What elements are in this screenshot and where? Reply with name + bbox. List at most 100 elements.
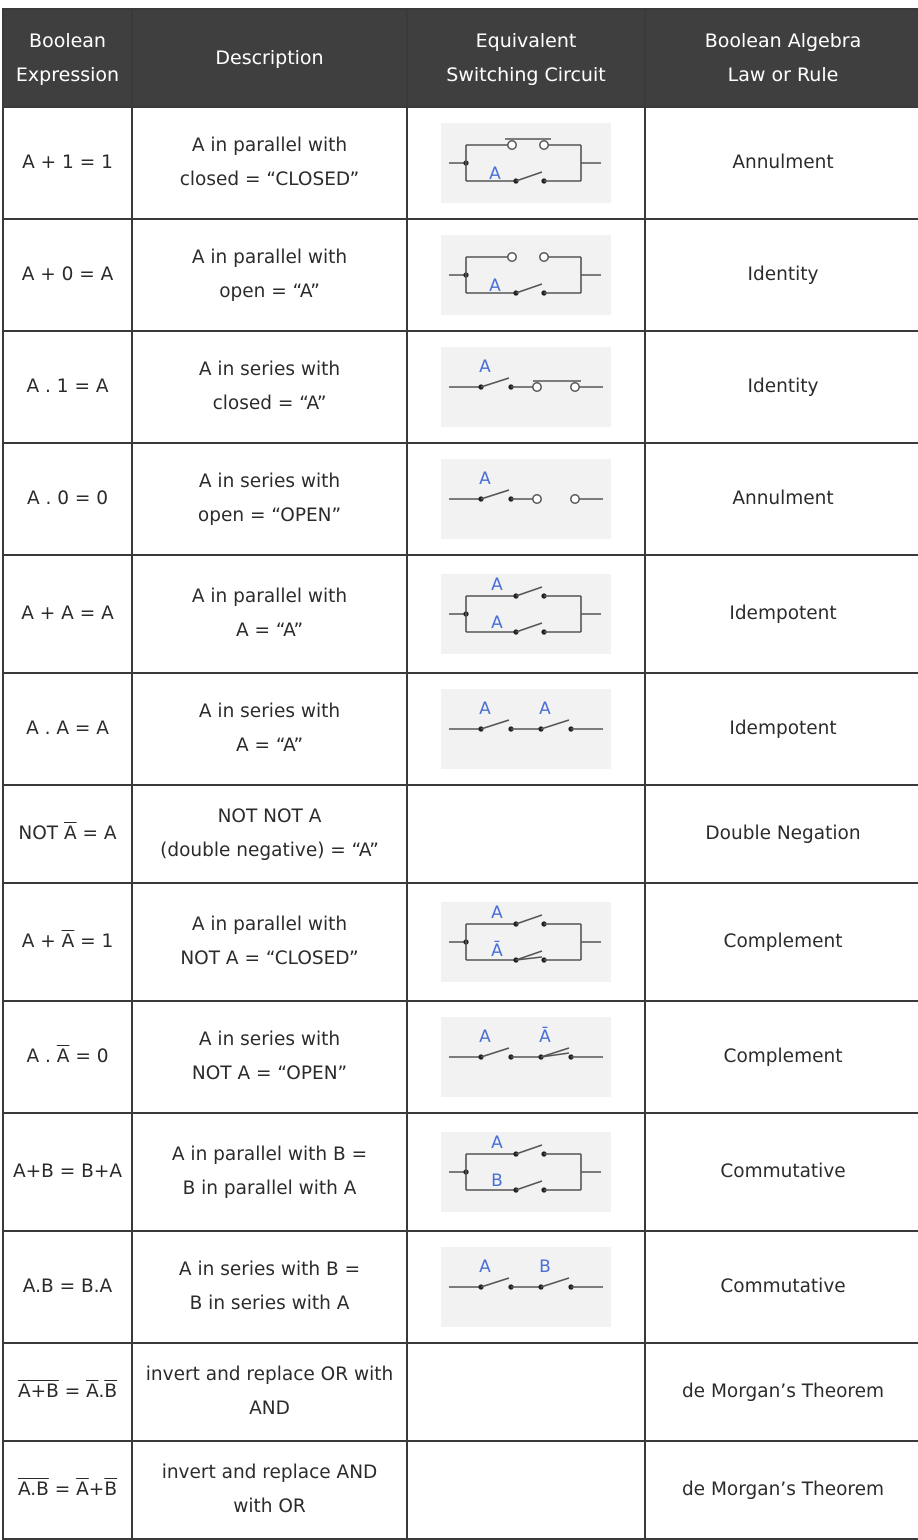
description-line: with OR — [233, 1496, 306, 1517]
description: A in series with B = B in series with A — [131, 1230, 408, 1344]
header-description: Description — [131, 8, 408, 108]
description-line: closed = “A” — [212, 393, 327, 414]
description-line: invert and replace AND — [161, 1462, 378, 1483]
boolean-expression: A + A = 1 — [2, 882, 133, 1002]
algebra-law: de Morgan’s Theorem — [644, 1342, 918, 1442]
header-law: Boolean Algebra Law or Rule — [644, 8, 918, 108]
expression-term: B — [104, 1381, 118, 1402]
description: A in parallel with B = B in parallel with… — [131, 1112, 408, 1232]
switch-label: A — [491, 613, 503, 633]
description-line: B in series with A — [189, 1293, 350, 1314]
expression-term: A — [64, 823, 77, 844]
switch-label: B — [539, 1257, 551, 1277]
expression-term: A . — [26, 1046, 57, 1067]
description-line: open = “A” — [219, 281, 320, 302]
boolean-expression: A+B = B+A — [2, 1112, 133, 1232]
switching-circuit-diagram: A — [441, 123, 611, 203]
table-row: A + 1 = 1 A in parallel with closed = “CLO… — [2, 106, 918, 220]
description-line: A in parallel with — [191, 914, 348, 935]
boolean-expression: A . 1 = A — [2, 330, 133, 444]
header-row: Boolean Expression Description Equivalent… — [2, 8, 918, 108]
algebra-law: de Morgan’s Theorem — [644, 1440, 918, 1540]
algebra-law: Identity — [644, 330, 918, 444]
algebra-law: Annulment — [644, 442, 918, 556]
description-line: NOT NOT A — [217, 806, 322, 827]
expression-term: = A — [76, 823, 117, 844]
switch-label: A — [489, 164, 501, 184]
table-row: A + 0 = A A in parallel with open = “A” A Id… — [2, 218, 918, 332]
description: A in series with open = “OPEN” — [131, 442, 408, 556]
switching-circuit — [406, 1342, 646, 1442]
description: A in parallel with closed = “CLOSED” — [131, 106, 408, 220]
expression-term: A — [86, 1381, 99, 1402]
description: invert and replace OR with AND — [131, 1342, 408, 1442]
boolean-expression: A + 0 = A — [2, 218, 133, 332]
switch-label: B — [491, 1171, 503, 1191]
switching-circuit — [406, 1440, 646, 1540]
description-line: A in parallel with — [191, 135, 348, 156]
description-line: A = “A” — [235, 620, 304, 641]
expression-term: . — [98, 1381, 105, 1402]
description-line: AND — [249, 1398, 290, 1419]
boolean-expression: A+B = A.B — [2, 1342, 133, 1442]
algebra-law: Complement — [644, 882, 918, 1002]
algebra-law: Identity — [644, 218, 918, 332]
description-line: A in series with — [198, 1029, 341, 1050]
switch-label: A — [491, 575, 503, 595]
description: A in series with closed = “A” — [131, 330, 408, 444]
expression-term: NOT — [18, 823, 64, 844]
expression-term: A — [61, 931, 75, 952]
expression-term: = — [48, 1479, 77, 1500]
table-row: A+B = A.B invert and replace OR with AND de… — [2, 1342, 918, 1442]
table-row: A . 1 = A A in series with closed = “A” A Id… — [2, 330, 918, 444]
description-line: A in parallel with B = — [171, 1144, 368, 1165]
algebra-law: Complement — [644, 1000, 918, 1114]
expression-term: = 1 — [74, 931, 114, 952]
switch-label: A — [489, 276, 501, 296]
switching-circuit-diagram: AA — [441, 574, 611, 654]
switch-label: A — [491, 1133, 503, 1153]
switch-label: A — [479, 469, 491, 489]
algebra-law: Commutative — [644, 1230, 918, 1344]
algebra-law: Idempotent — [644, 672, 918, 786]
description-line: A = “A” — [235, 735, 304, 756]
table-row: A . 0 = 0 A in series with open = “OPEN” A A… — [2, 442, 918, 556]
expression-term: B — [104, 1479, 118, 1500]
table-row: A.B = B.A A in series with B = B in series… — [2, 1230, 918, 1344]
switch-label: A — [479, 1027, 491, 1047]
expression-term: A+B — [17, 1381, 59, 1402]
description-line: A in series with — [198, 701, 341, 722]
description-line: NOT A = “OPEN” — [191, 1063, 348, 1084]
description: invert and replace AND with OR — [131, 1440, 408, 1540]
switching-circuit-diagram: A — [441, 347, 611, 427]
description-line: A in series with — [198, 471, 341, 492]
description: NOT NOT A (double negative) = “A” — [131, 784, 408, 884]
description-line: closed = “CLOSED” — [179, 169, 360, 190]
boolean-laws-table: Boolean Expression Description Equivalent… — [2, 8, 918, 1540]
description: A in series with A = “A” — [131, 672, 408, 786]
boolean-expression: A.B = A+B — [2, 1440, 133, 1540]
description-line: (double negative) = “A” — [160, 840, 379, 861]
expression-term: = — [58, 1381, 87, 1402]
table-row: A + A = 1 A in parallel with NOT A = “CLOS… — [2, 882, 918, 1002]
expression-term: A.B — [17, 1479, 49, 1500]
boolean-expression: A + 1 = 1 — [2, 106, 133, 220]
switching-circuit-diagram: A — [441, 235, 611, 315]
description: A in series with NOT A = “OPEN” — [131, 1000, 408, 1114]
algebra-law: Double Negation — [644, 784, 918, 884]
description-line: B in parallel with A — [182, 1178, 357, 1199]
switch-label: A — [539, 699, 551, 719]
algebra-law: Commutative — [644, 1112, 918, 1232]
table-row: A.B = A+B invert and replace AND with OR de… — [2, 1440, 918, 1540]
switching-circuit-diagram: AB — [441, 1132, 611, 1212]
switching-circuit: A — [406, 330, 646, 444]
